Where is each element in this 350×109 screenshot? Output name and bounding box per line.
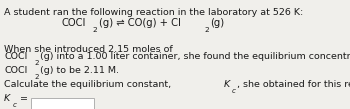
Text: 2: 2 (34, 74, 39, 80)
Text: c: c (232, 88, 236, 94)
Text: (g) to be 2.11 M.: (g) to be 2.11 M. (40, 66, 119, 75)
Text: (g): (g) (211, 18, 225, 28)
Text: 2: 2 (34, 60, 39, 66)
Text: (g) into a 1.00 liter container, she found the equilibrium concentration of: (g) into a 1.00 liter container, she fou… (40, 52, 350, 61)
Text: K: K (4, 94, 10, 103)
Text: COCl: COCl (4, 52, 27, 61)
Text: , she obtained for this reaction.: , she obtained for this reaction. (237, 80, 350, 89)
FancyBboxPatch shape (32, 98, 94, 109)
Text: c: c (12, 102, 16, 108)
Text: =: = (17, 94, 28, 103)
Text: K: K (224, 80, 230, 89)
Text: A student ran the following reaction in the laboratory at 526 K:: A student ran the following reaction in … (4, 8, 303, 17)
Text: 2: 2 (204, 27, 209, 33)
Text: (g) ⇌ CO(g) + Cl: (g) ⇌ CO(g) + Cl (99, 18, 181, 28)
Text: COCl: COCl (4, 66, 27, 75)
Text: When she introduced 2.15 moles of: When she introduced 2.15 moles of (4, 45, 173, 54)
Text: 2: 2 (93, 27, 97, 33)
Text: Calculate the equilibrium constant,: Calculate the equilibrium constant, (4, 80, 174, 89)
Text: COCl: COCl (61, 18, 86, 28)
